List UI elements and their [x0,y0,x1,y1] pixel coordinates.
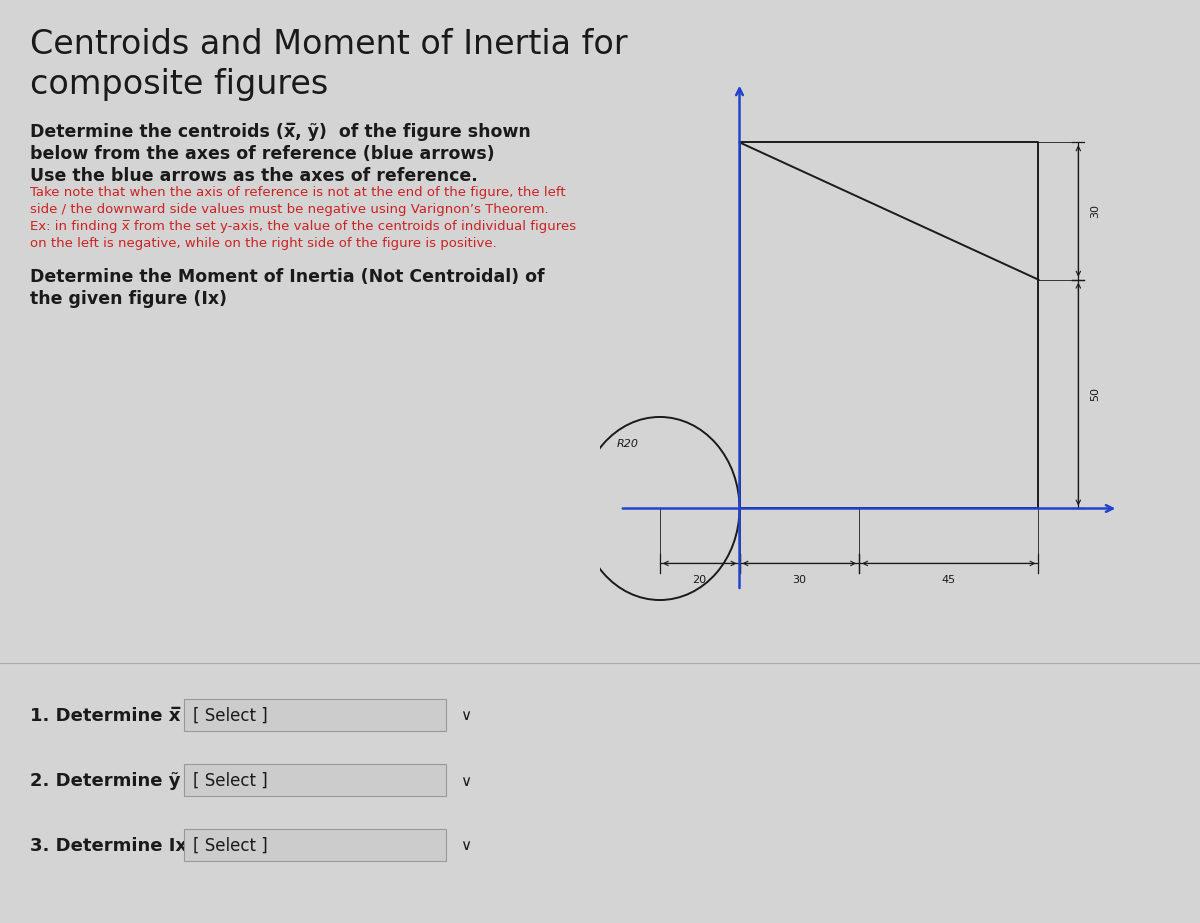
Text: on the left is negative, while on the right side of the figure is positive.: on the left is negative, while on the ri… [30,237,497,250]
Text: side / the downward side values must be negative using Varignon’s Theorem.: side / the downward side values must be … [30,203,548,216]
Text: [ Select ]: [ Select ] [193,837,268,855]
Text: Determine the centroids (x̅, ỹ)  of the figure shown: Determine the centroids (x̅, ỹ) of the f… [30,123,530,141]
Text: 3. Determine Ix: 3. Determine Ix [30,837,187,855]
Text: ∨: ∨ [460,838,472,854]
Text: 20: 20 [692,575,707,585]
Text: 45: 45 [942,575,956,585]
FancyBboxPatch shape [184,764,446,796]
Text: the given figure (Ix): the given figure (Ix) [30,290,227,308]
Text: composite figures: composite figures [30,68,329,101]
Text: 50: 50 [1091,387,1100,402]
Text: 1. Determine x̅: 1. Determine x̅ [30,707,180,725]
Text: [ Select ]: [ Select ] [193,707,268,725]
Text: 2. Determine ỹ: 2. Determine ỹ [30,772,180,790]
Text: Determine the Moment of Inertia (Not Centroidal) of: Determine the Moment of Inertia (Not Cen… [30,268,545,286]
FancyBboxPatch shape [184,699,446,731]
Text: Ex: in finding x̅ from the set y-axis, the value of the centroids of individual : Ex: in finding x̅ from the set y-axis, t… [30,220,576,233]
Text: ∨: ∨ [460,709,472,724]
FancyBboxPatch shape [184,829,446,861]
Text: 30: 30 [1091,204,1100,218]
Text: Centroids and Moment of Inertia for: Centroids and Moment of Inertia for [30,28,628,61]
Text: below from the axes of reference (blue arrows): below from the axes of reference (blue a… [30,145,494,163]
Text: 30: 30 [792,575,806,585]
Text: R20: R20 [617,439,638,450]
Text: ∨: ∨ [460,773,472,788]
Text: Take note that when the axis of reference is not at the end of the figure, the l: Take note that when the axis of referenc… [30,186,565,199]
Text: Use the blue arrows as the axes of reference.: Use the blue arrows as the axes of refer… [30,167,478,185]
Text: [ Select ]: [ Select ] [193,772,268,790]
